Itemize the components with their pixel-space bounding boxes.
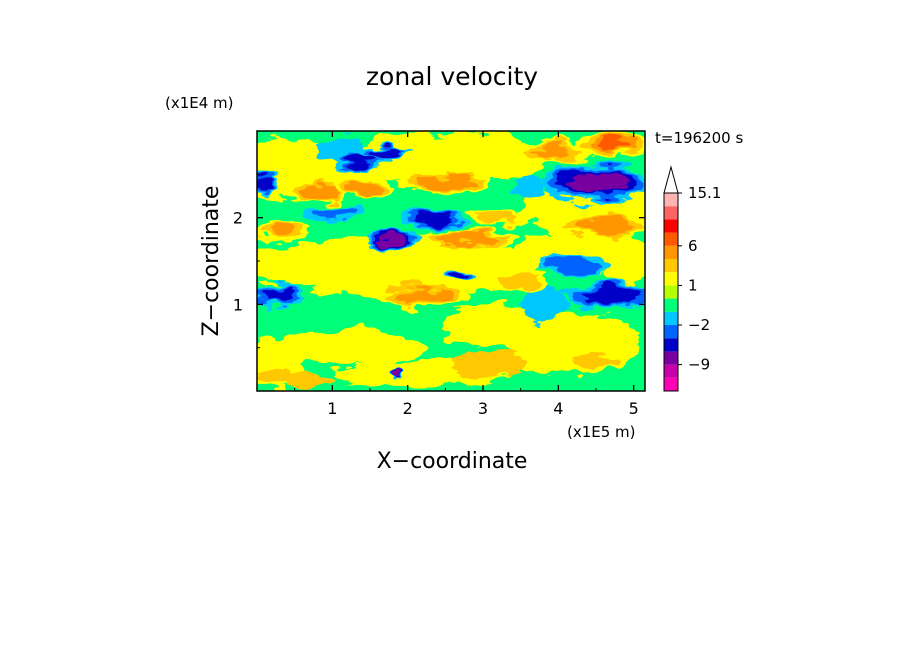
field-zone	[520, 287, 566, 322]
velocity-cell	[346, 157, 371, 166]
y-tick-label: 2	[233, 209, 243, 228]
field-zone	[603, 235, 645, 287]
contour-field	[257, 131, 645, 391]
velocity-cell	[350, 182, 375, 192]
velocity-cell	[454, 271, 467, 277]
velocity-cells	[257, 131, 645, 381]
x-axis: 1 2 3 4 5	[294, 131, 639, 418]
x-tick-label: 5	[629, 399, 639, 418]
colorbar-swatch	[664, 232, 678, 246]
velocity-cell	[532, 147, 570, 159]
field-zone	[272, 330, 423, 365]
x-tick-label: 3	[478, 399, 488, 418]
velocity-cell	[583, 220, 624, 232]
colorbar-swatch	[664, 206, 678, 220]
field-zone	[257, 369, 333, 387]
colorbar-swatch	[664, 259, 678, 273]
time-label: t=196200 s	[655, 129, 743, 147]
y-scale-label: (x1E4 m)	[165, 94, 234, 112]
colorbar-swatch	[664, 272, 678, 286]
field-zone	[513, 174, 544, 201]
velocity-cell	[506, 277, 535, 289]
velocity-cell	[590, 290, 632, 302]
colorbar-swatch	[664, 193, 678, 207]
x-scale-label: (x1E5 m)	[567, 423, 636, 441]
colorbar-swatch	[664, 351, 678, 365]
colorbar-tick-label: 15.1	[688, 184, 721, 202]
velocity-cell	[318, 209, 347, 218]
velocity-cell	[265, 225, 294, 237]
x-tick-label: 2	[403, 399, 413, 418]
chart-title: zonal velocity	[366, 62, 538, 91]
field-zone	[257, 243, 370, 287]
velocity-cell	[447, 234, 489, 244]
x-tick-label: 1	[327, 399, 337, 418]
velocity-cell	[381, 235, 404, 244]
field-zone	[354, 131, 551, 183]
y-axis-title: Z−coordinate	[199, 186, 224, 337]
velocity-cell	[554, 259, 593, 271]
background-zones	[257, 131, 645, 391]
colorbar-swatch	[664, 325, 678, 339]
velocity-cell	[263, 291, 288, 301]
velocity-cell	[402, 290, 443, 302]
colorbar-swatch	[664, 364, 678, 378]
colorbar-swatch	[664, 245, 678, 259]
field-zone	[452, 352, 529, 378]
velocity-cell	[425, 177, 466, 189]
colorbar-swatch	[664, 311, 678, 325]
velocity-cell	[394, 373, 399, 378]
velocity-cell	[582, 356, 610, 365]
colorbar-tick-label: −2	[688, 316, 710, 334]
colorbar-tick-label: 1	[688, 276, 698, 294]
y-axis: 12	[233, 173, 645, 349]
x-axis-title: X−coordinate	[377, 449, 528, 474]
colorbar-swatch	[664, 298, 678, 312]
velocity-cell	[598, 138, 632, 150]
velocity-cell	[484, 213, 513, 222]
colorbar-swatch	[664, 338, 678, 352]
colorbar-swatch	[664, 285, 678, 299]
colorbar-tick-label: −9	[688, 356, 710, 374]
colorbar-tick-label: 6	[688, 237, 698, 255]
y-tick-label: 1	[233, 295, 243, 314]
colorbar: 15.1 6 1 −2 −9	[663, 165, 721, 392]
colorbar-swatch	[664, 219, 678, 233]
velocity-cell	[372, 149, 398, 156]
velocity-cell	[577, 175, 622, 191]
velocity-cell	[419, 213, 449, 223]
colorbar-swatch	[664, 377, 678, 391]
contour-layer	[257, 131, 645, 391]
colorbar-extend-arrow	[663, 165, 679, 194]
velocity-cell	[258, 178, 271, 188]
x-tick-label: 4	[553, 399, 563, 418]
velocity-cell	[306, 187, 336, 197]
